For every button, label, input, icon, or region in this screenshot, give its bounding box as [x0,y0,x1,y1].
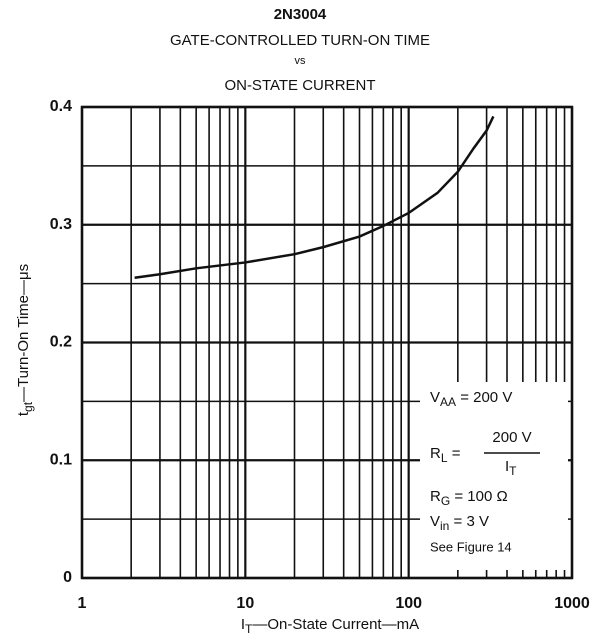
annotation: RL = [430,445,465,465]
y-tick-label: 0.2 [50,334,72,351]
label-sub: T [245,622,253,636]
data-line [134,115,495,279]
y-tick-label: 0.3 [50,216,72,233]
x-tick-label: 100 [395,595,422,612]
annotation: RG = 100 Ω [430,488,508,508]
ann-part: V [430,513,440,530]
x-tick-label: 1 [78,595,87,612]
annotation: Vin = 3 V [430,513,489,533]
ann-part: R [430,488,441,505]
ann-part: = [448,445,465,462]
annotation-background [420,382,568,570]
ann-part: R [430,445,441,462]
ann-sub: AA [440,395,456,409]
ann-sub: in [440,519,449,533]
chart-subtitle: GATE-CONTROLLED TURN-ON TIME [170,32,430,49]
ann-part: = 3 V [449,513,489,530]
chart-subtitle: vs [295,55,307,67]
chart-subtitle: ON-STATE CURRENT [224,77,375,94]
ann-sub: L [441,451,448,465]
annotation-box: VAA = 200 V RL = 200 V IT RG = 100 Ω Vin… [420,382,568,570]
label-part: t [15,411,32,416]
annotation: See Figure 14 [430,539,512,554]
y-tick-label: 0 [63,569,72,586]
label-part: I [241,616,245,633]
ann-part: = 200 V [456,389,512,406]
ann-part: V [430,389,440,406]
x-axis-label: IT—On-State Current—mA [241,616,419,636]
y-tick-label: 0.1 [50,451,72,468]
ann-sub: T [509,464,517,478]
label-part: —Turn-On Time—μs [15,264,32,402]
x-tick-label: 10 [236,595,254,612]
annotation: VAA = 200 V [430,389,512,409]
y-tick-label: 0.4 [50,98,72,115]
ann-part: = 100 Ω [450,488,508,505]
plot-frame [80,105,574,580]
ann-part: I [505,458,509,475]
annotation-denominator: IT [505,458,517,478]
annotation-numerator: 200 V [492,429,531,446]
label-sub: gt [21,401,35,412]
label-part: —On-State Current—mA [252,616,419,633]
chart-title: 2N3004 [274,6,327,23]
y-axis-label: tgt—Turn-On Time—μs [15,264,35,416]
ann-sub: G [441,494,450,508]
x-tick-label: 1000 [554,595,590,612]
